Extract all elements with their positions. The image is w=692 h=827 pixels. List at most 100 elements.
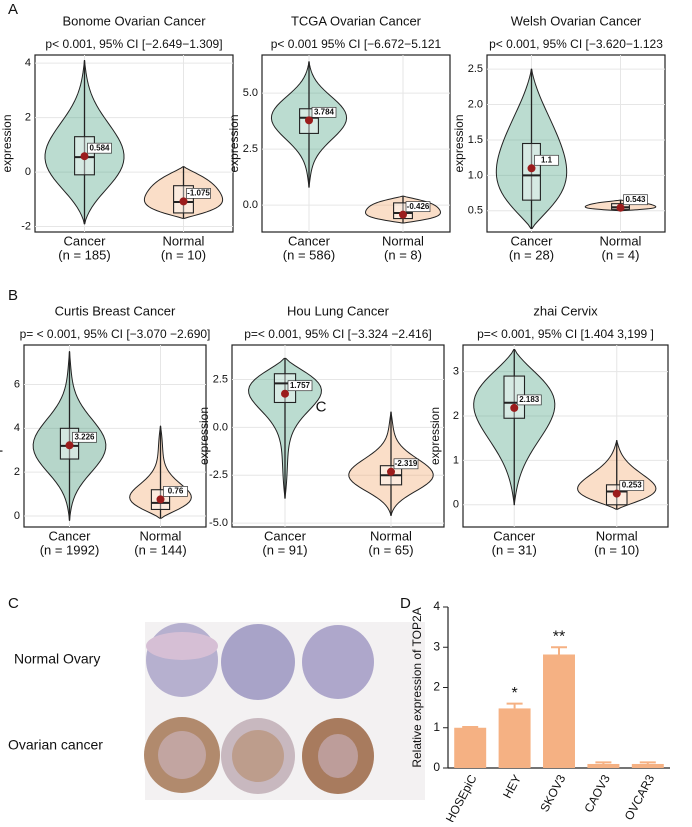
mean-label-box (163, 486, 188, 497)
mean-label-box (619, 480, 645, 491)
x-tick-label: Normal (140, 528, 182, 543)
mean-label: -0.426 (407, 202, 430, 211)
y-tick-label: 2 (453, 410, 459, 422)
bar (498, 708, 531, 768)
x-tick-label: Cancer (49, 528, 92, 543)
x-tick-label: Normal (163, 233, 205, 248)
bar (631, 763, 664, 768)
mean-label-box (534, 154, 559, 166)
bar (543, 654, 575, 768)
x-tick-label: Normal (596, 528, 638, 543)
n-label: (n = 31) (492, 542, 537, 557)
n-label: (n = 144) (134, 542, 186, 557)
y-tick-label: 4 (25, 57, 31, 69)
n-label: (n = 4) (602, 247, 640, 262)
mean-point (612, 489, 621, 498)
stat-text: p= < 0.001, 95% CI [−3.070 −2.690] (20, 327, 211, 341)
y-tick-label: 2.5 (243, 143, 258, 155)
y-tick-label: 1 (433, 720, 440, 734)
chart-title: Curtis Breast Cancer (55, 303, 176, 318)
x-tick-label: SKOV3 (537, 772, 568, 814)
chart-title: Welsh Ovarian Cancer (511, 13, 642, 28)
y-tick-label: 0.0 (213, 421, 228, 433)
y-tick-label: 3 (433, 639, 440, 653)
chart-title: Bonome Ovarian Cancer (62, 13, 206, 28)
y-tick-label: 0.5 (468, 205, 483, 217)
significance-label: ** (553, 628, 565, 645)
mean-label-box (393, 458, 419, 470)
x-tick-label: Cancer (264, 528, 307, 543)
significance-label: * (511, 685, 517, 702)
y-tick-label: 0 (25, 166, 31, 178)
mean-label-box (287, 380, 313, 392)
mean-label: 3.784 (314, 107, 335, 116)
y-tick-label: 4 (433, 599, 440, 613)
mean-point (616, 203, 625, 212)
mean-label-box (186, 188, 211, 199)
n-label: (n = 65) (368, 542, 413, 557)
mean-point (527, 164, 536, 173)
y-axis-label: expression (0, 114, 14, 172)
y-tick-label: 6 (14, 378, 20, 390)
mean-label: 2.183 (519, 395, 540, 404)
mean-point (156, 495, 165, 504)
plot-frame (231, 344, 445, 528)
stat-text: p< 0.001, 95% CI [−3.620−1.123 (489, 37, 663, 51)
stat-text: p< 0.001 95% CI [−6.672−5.121 (271, 37, 442, 51)
stat-text: p=< 0.001, 95% CI [1.404 3,199 ] (477, 327, 654, 341)
panel-label: A (8, 1, 18, 18)
mean-label-box (87, 142, 112, 154)
mean-point (281, 389, 289, 398)
y-tick-label: 2 (14, 466, 20, 478)
mean-point (179, 197, 188, 206)
y-tick-label: 1 (453, 454, 459, 466)
y-tick-label: 4 (14, 422, 20, 434)
plot-frame (34, 54, 234, 233)
x-tick-label: Normal (382, 233, 424, 248)
tissue-row-label: Normal Ovary (14, 651, 100, 667)
y-tick-label: 2.5 (213, 373, 228, 385)
mean-label-box (516, 394, 542, 406)
tissue-images (144, 622, 425, 800)
x-tick-label: OVCAR3 (622, 772, 658, 822)
mean-point (510, 403, 519, 412)
x-tick-label: HEY (500, 772, 524, 800)
y-tick-label: 3 (453, 366, 459, 378)
y-tick-label: 0 (433, 760, 440, 774)
y-tick-label: 2 (433, 680, 440, 694)
plot-frame (462, 344, 669, 528)
y-tick-label: 2.5 (468, 63, 483, 75)
panel-label: D (400, 595, 411, 612)
n-label: (n = 586) (283, 247, 335, 262)
n-label: (n = 28) (509, 247, 554, 262)
tissue-row-label: Ovarian cancer (8, 737, 103, 753)
mean-label: 1.1 (541, 155, 553, 164)
mean-point (80, 152, 89, 161)
mean-label: 1.757 (290, 381, 311, 390)
x-tick-label: Normal (600, 233, 642, 248)
x-tick-label: CAOV3 (581, 772, 613, 815)
chart-title: TCGA Ovarian Cancer (291, 13, 422, 28)
mean-label: -1.075 (187, 188, 210, 197)
mean-label-box (623, 194, 648, 206)
mean-label: 0.76 (168, 486, 184, 495)
chart-title: zhai Cervix (533, 303, 598, 318)
y-axis-label: expression (428, 407, 442, 465)
annotation: C (316, 399, 327, 416)
y-axis-label: expression (197, 407, 211, 465)
stat-text: p< 0.001, 95% CI [−2.649−1.309] (45, 37, 222, 51)
y-axis-label: expression (452, 114, 466, 172)
panel-label: C (8, 595, 19, 612)
mean-label: 0.543 (625, 195, 646, 204)
y-tick-label: 0 (14, 510, 20, 522)
y-tick-label: 2.0 (468, 98, 483, 110)
y-axis-label: expression (227, 114, 241, 172)
y-tick-label: 2 (25, 112, 31, 124)
y-tick-label: 0.0 (243, 199, 258, 211)
mean-label-box (311, 106, 337, 118)
n-label: (n = 10) (594, 542, 639, 557)
y-tick-label: 5.0 (243, 87, 258, 99)
mean-label: 3.226 (74, 432, 95, 441)
n-label: (n = 8) (384, 247, 422, 262)
